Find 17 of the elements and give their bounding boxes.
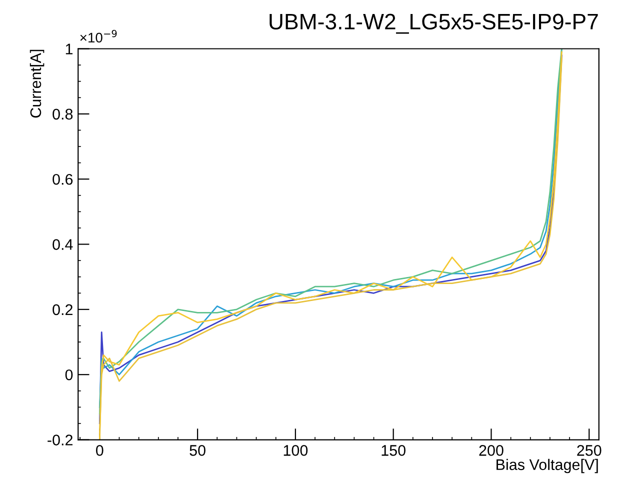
x-tick-label: 150 [382,445,406,456]
x-tick-label: 50 [190,445,206,456]
x-tick-label: 200 [479,445,504,456]
x-tick-label: 0 [96,445,104,456]
y-axis-title: Current[A] [30,50,44,118]
text: ×10$^{−9}$ [80,30,117,43]
x-tick-label: 100 [284,445,308,456]
y-tick-label: 0.8 [52,108,73,120]
y-tick-label: 0.4 [52,239,73,250]
chart-title: UBM-3.1-W2_LG5x5-SE5-IP9-P7 [270,14,598,34]
y-tick-label: 1 [66,44,73,54]
y-tick-label: 0 [65,369,73,380]
y-tick-label: -0.2 [48,434,72,446]
x-tick-label: 250 [577,445,602,456]
y-tick-label: 0.6 [52,174,73,185]
y-tick-label: 0.2 [52,304,72,316]
x-axis-title: Bias Voltage[V] [496,458,598,474]
